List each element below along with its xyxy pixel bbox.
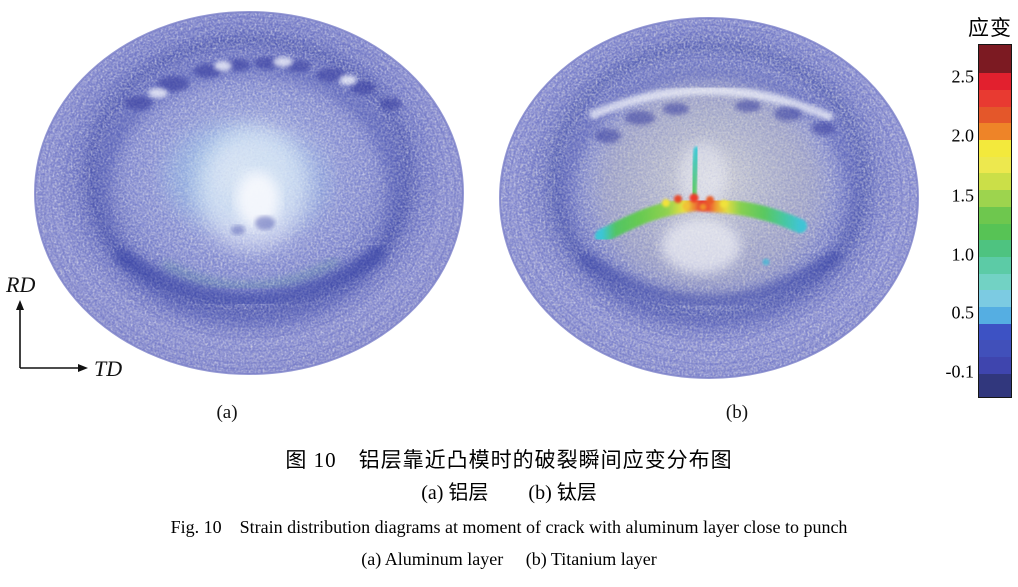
- flange-ring-texture: [42, 16, 456, 370]
- colorbar-segment: [979, 373, 1011, 398]
- colorbar-segment: [979, 190, 1011, 207]
- top-dark-speckle-blobs: [595, 100, 835, 143]
- colorbar-title: 应变: [968, 16, 1012, 40]
- colorbar-segment: [979, 140, 1011, 157]
- panel-label-a: (a): [216, 402, 238, 423]
- top-white-arc-highlight: [588, 86, 834, 123]
- colorbar-segment: [979, 323, 1011, 341]
- colorbar-segment: [979, 357, 1011, 374]
- band-peak-blobs: [662, 193, 728, 211]
- colorbar-tick-label: 0.5: [951, 302, 975, 323]
- vertical-strain-branch: [689, 146, 701, 202]
- colorbar-tick-label: 2.5: [951, 66, 975, 87]
- colorbar-segment: [979, 306, 1011, 324]
- td-arrowhead: [78, 364, 88, 372]
- colorbar-tick-labels: 2.5 2.0 1.5 1.0 0.5 -0.1: [928, 44, 975, 398]
- colorbar-segment: [979, 340, 1011, 358]
- caption-zh-subtitle: (a) 铝层 (b) 钛层: [421, 482, 597, 504]
- colorbar-segment: [979, 90, 1011, 107]
- td-axis-label: TD: [94, 356, 122, 381]
- colorbar-tick-label: 1.0: [951, 244, 975, 265]
- strain-map-titanium-layer: [499, 17, 919, 379]
- die-radius-dark-ring: [555, 66, 863, 330]
- colorbar-segment: [979, 156, 1011, 174]
- colorbar-segment: [979, 290, 1011, 307]
- colorbar-tick-label: 2.0: [951, 125, 975, 146]
- flange-ring-texture: [507, 24, 911, 372]
- colorbar-segment: [979, 173, 1011, 191]
- colorbar-segment: [979, 256, 1011, 274]
- strain-map-aluminum-layer: [34, 11, 464, 375]
- colorbar-segment: [979, 106, 1011, 124]
- colorbar: [978, 44, 1012, 398]
- caption-en-title: Fig. 10 Strain distribution diagrams at …: [170, 517, 848, 537]
- bottom-dark-arc: [578, 248, 843, 308]
- orientation-axes: RD TD: [5, 272, 122, 381]
- colorbar-segment: [979, 123, 1011, 141]
- colorbar-tick-label: -0.1: [945, 361, 975, 382]
- panel-label-b: (b): [725, 402, 749, 423]
- top-white-highlights: [148, 57, 357, 98]
- colorbar-segment: [979, 73, 1011, 91]
- colorbar-segment: [979, 240, 1011, 257]
- colorbar-segment: [979, 223, 1011, 241]
- white-patch-below-band: [661, 218, 741, 274]
- bottom-dark-arc: [113, 243, 388, 307]
- top-dark-speckle-blobs: [124, 57, 402, 110]
- rd-arrowhead: [16, 300, 24, 310]
- rd-axis-label: RD: [5, 272, 35, 297]
- colorbar-segment: [979, 206, 1011, 224]
- caption-en-subtitle: (a) Aluminum layer (b) Titanium layer: [361, 549, 657, 569]
- colorbar-tick-label: 1.5: [951, 185, 975, 205]
- colorbar-segment: [979, 45, 1011, 74]
- caption-zh-title: 图 10 铝层靠近凸模时的破裂瞬间应变分布图: [285, 448, 733, 472]
- colorbar-segment: [979, 273, 1011, 291]
- crack-strain-band: [595, 196, 807, 243]
